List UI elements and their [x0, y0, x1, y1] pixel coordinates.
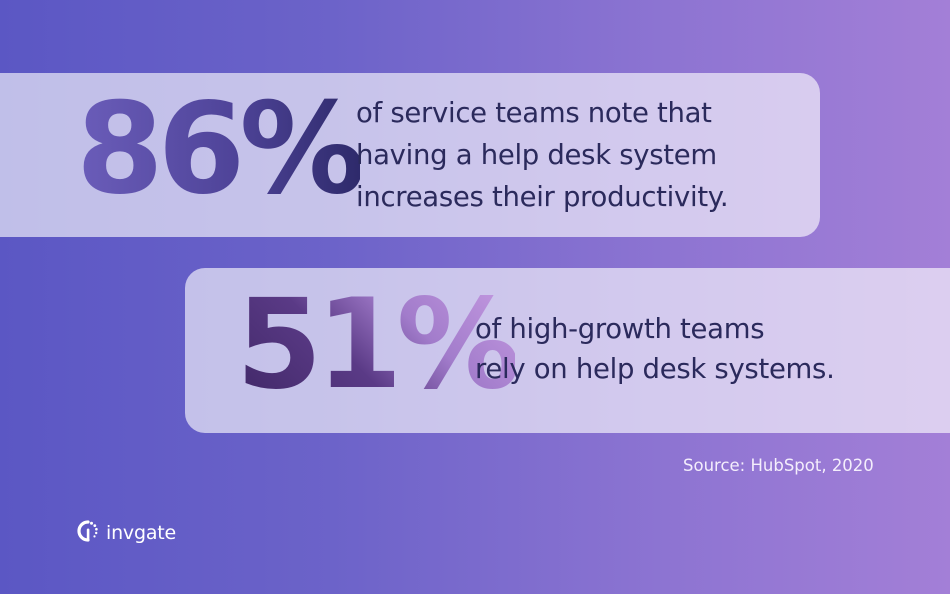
stat-description-line: increases their productivity.: [356, 181, 729, 213]
stat-description-1: of service teams note that having a help…: [356, 92, 729, 218]
stat-description-2: of high-growth teams rely on help desk s…: [475, 309, 835, 389]
stat-value-86: 86%: [76, 75, 366, 222]
stat-value-51: 51%: [236, 273, 521, 417]
source-citation: Source: HubSpot, 2020: [683, 456, 874, 475]
stat-card-1: [0, 73, 820, 237]
stat-description-line: having a help desk system: [356, 139, 717, 171]
stat-description-line: of service teams note that: [356, 97, 712, 129]
brand-logo: invgate: [76, 519, 176, 547]
stat-card-2: [185, 268, 950, 433]
invgate-logo-icon: [76, 519, 106, 547]
brand-name: invgate: [106, 521, 177, 544]
stat-description-line: of high-growth teams: [475, 313, 765, 345]
stat-description-line: rely on help desk systems.: [475, 353, 835, 385]
